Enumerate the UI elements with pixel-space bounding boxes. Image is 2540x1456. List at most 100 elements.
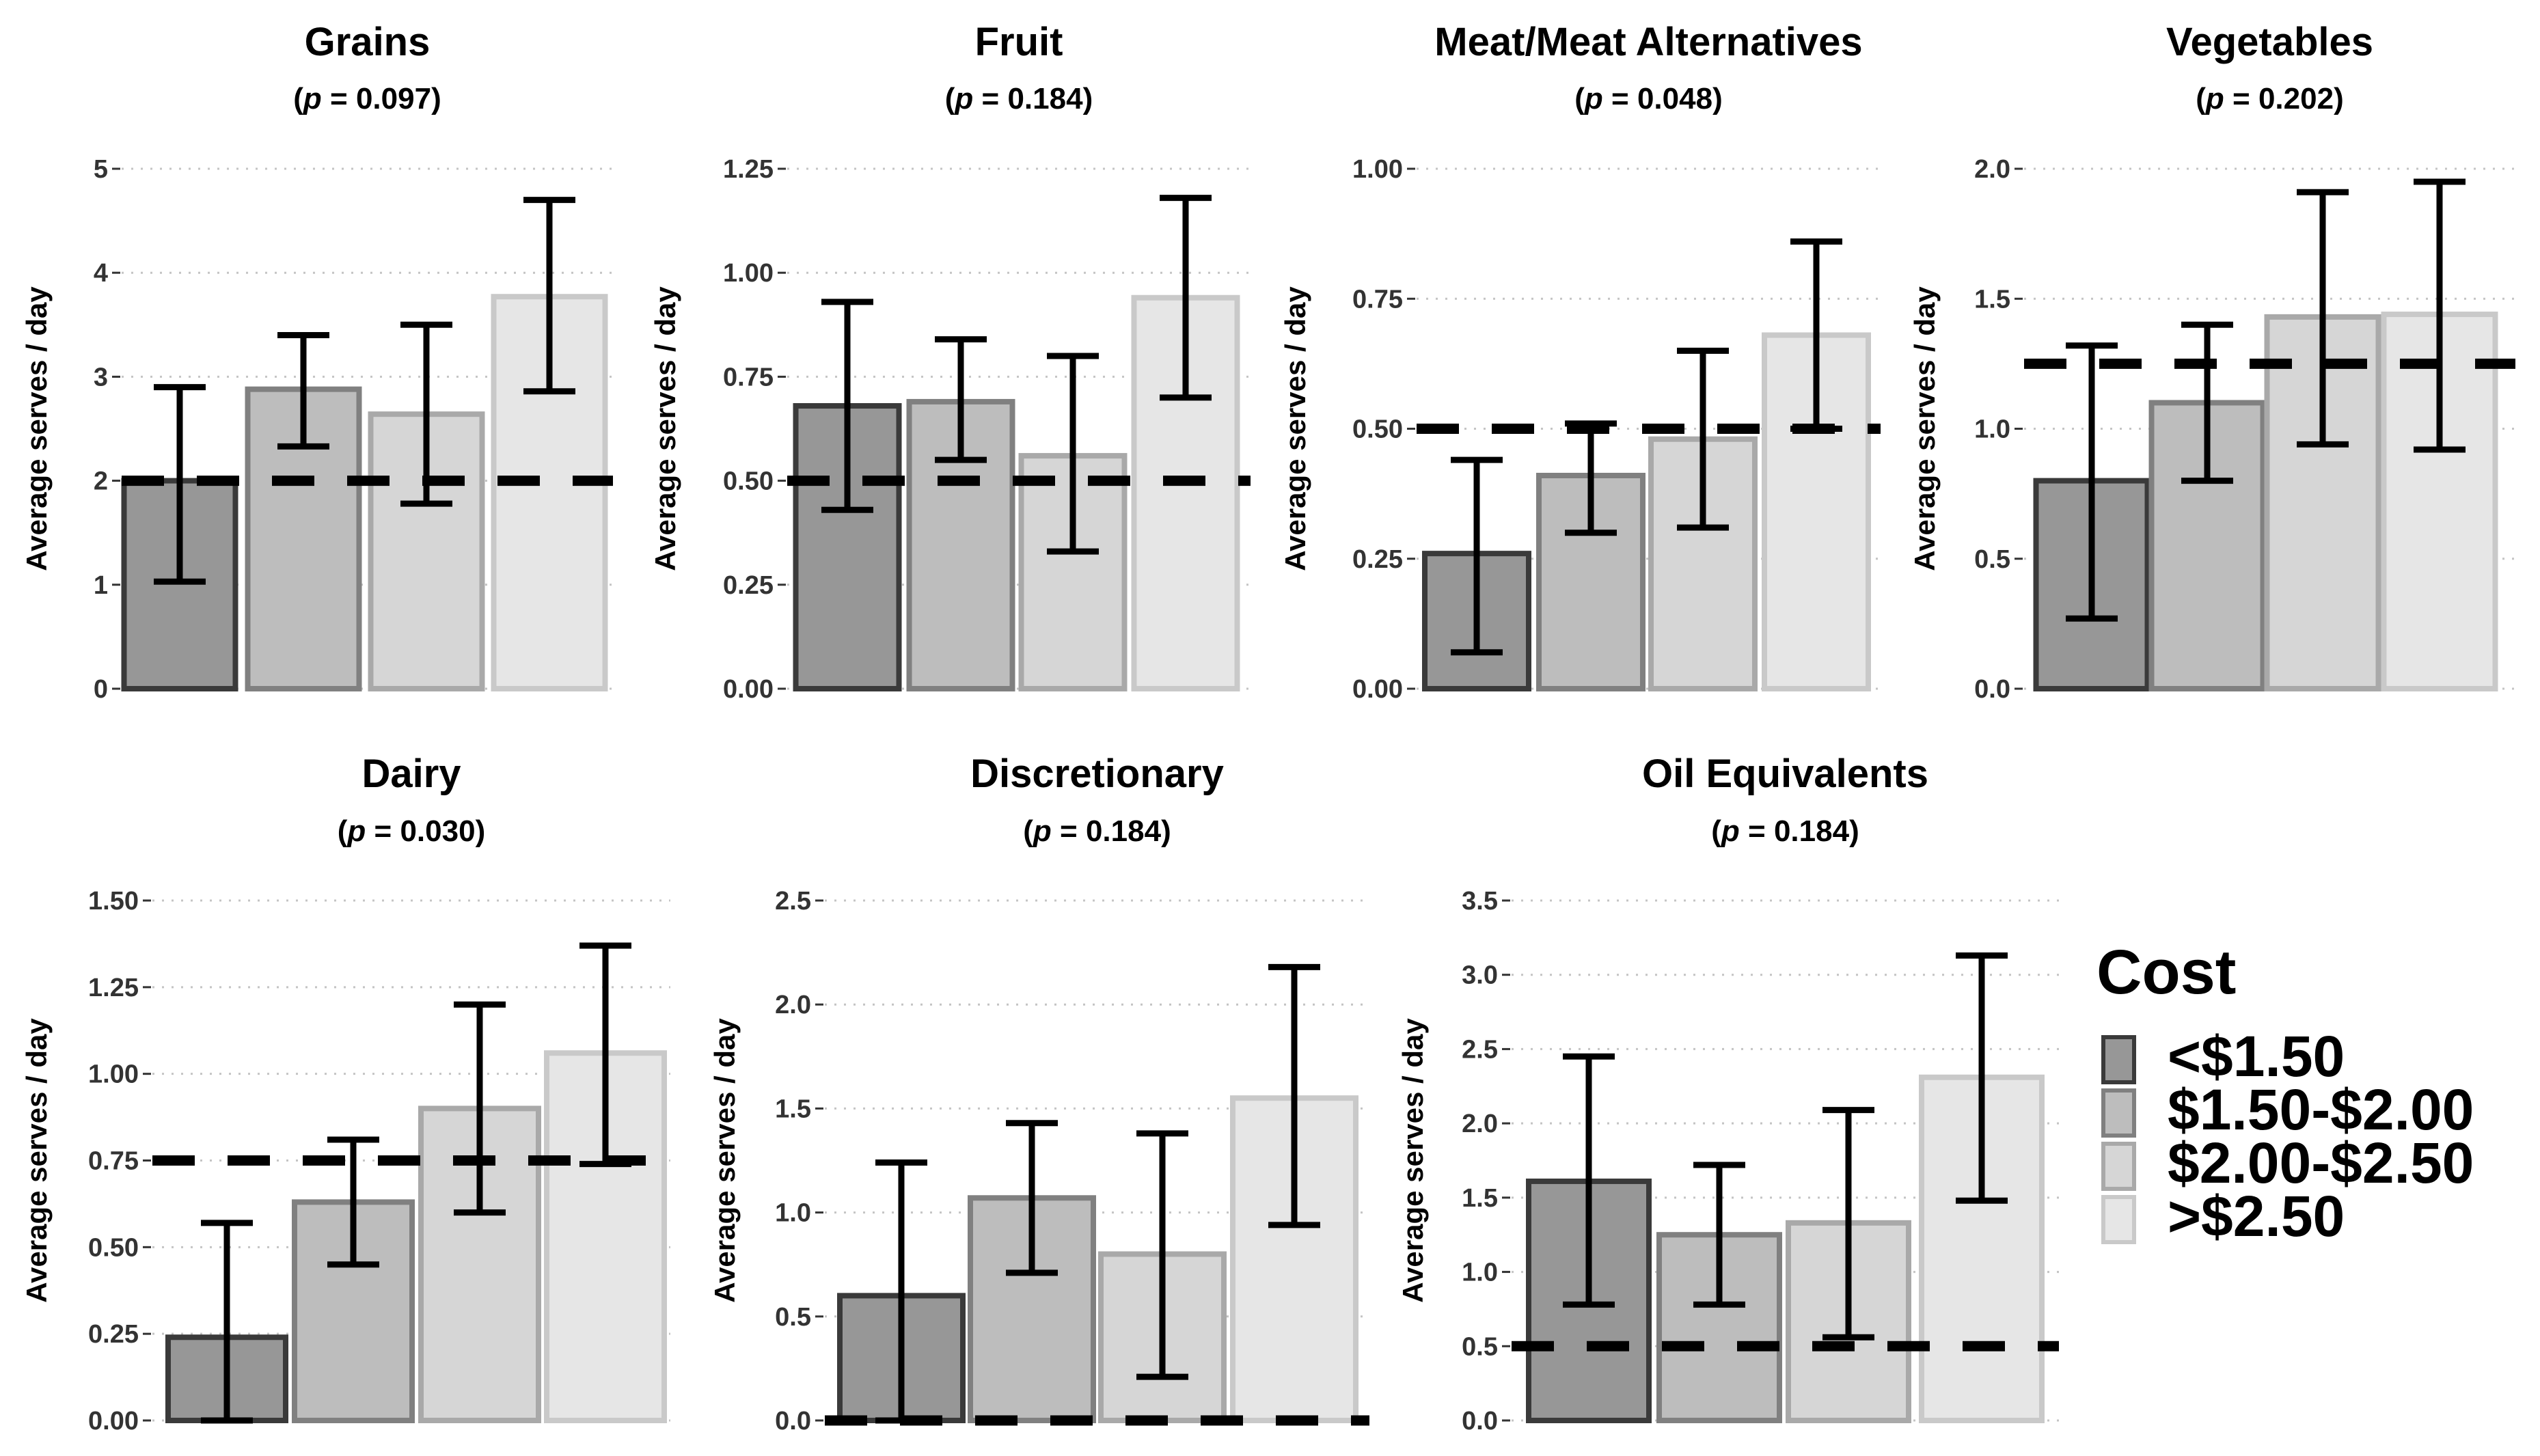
p-symbol: p <box>1033 814 1052 848</box>
panel-title: Fruit <box>975 20 1063 64</box>
error-bar <box>2414 178 2466 453</box>
error-bar <box>2066 342 2118 622</box>
error-bar <box>1268 963 1320 1228</box>
y-tick-label: 1.5 <box>1974 285 2010 314</box>
p-value: = 0.048) <box>1603 82 1723 115</box>
y-axis-label: Average serves / day <box>1909 286 1941 571</box>
y-tick-label: 0.0 <box>775 1407 811 1436</box>
y-tick-label: 0.75 <box>88 1147 139 1176</box>
legend-item-label: >$2.50 <box>2168 1184 2345 1248</box>
y-tick-label: 1.0 <box>1462 1259 1498 1287</box>
panel-p-value: (p = 0.184) <box>1023 814 1171 848</box>
y-tick-label: 0.5 <box>1974 545 2010 574</box>
y-tick-label: 1.0 <box>1974 415 2010 444</box>
error-bar <box>277 332 329 450</box>
y-tick-label: 0.25 <box>1352 545 1403 574</box>
error-bar <box>400 321 452 507</box>
y-tick-label: 2.0 <box>1974 155 2010 184</box>
error-bar <box>1451 456 1503 656</box>
legend-title: Cost <box>2097 937 2236 1007</box>
y-tick-label: 2 <box>94 467 108 496</box>
y-axis-label: Average serves / day <box>21 1018 53 1303</box>
error-bar <box>523 197 575 395</box>
p-open-paren: ( <box>1023 814 1033 848</box>
error-bar <box>327 1136 379 1268</box>
error-bar <box>154 384 206 585</box>
error-bar <box>201 1220 253 1424</box>
panel-discretionary: Discretionary (p = 0.184) 0.0 0.5 1.0 1.5 2.0 2… <box>709 752 1369 1436</box>
p-symbol: p <box>954 82 973 115</box>
y-tick-label: 0.75 <box>723 363 774 392</box>
y-tick-label: 2.0 <box>1462 1110 1498 1138</box>
p-open-paren: ( <box>945 82 955 115</box>
y-axis-label: Average serves / day <box>709 1018 741 1303</box>
error-bar <box>1160 195 1212 401</box>
p-open-paren: ( <box>338 814 348 848</box>
error-bar <box>1136 1130 1188 1380</box>
panel-title: Vegetables <box>2166 20 2373 64</box>
y-tick-label: 0.0 <box>1974 675 2010 704</box>
panel-p-value: (p = 0.184) <box>1711 814 1859 848</box>
y-tick-label: 0.00 <box>1352 675 1403 704</box>
p-symbol: p <box>1721 814 1740 848</box>
legend-swatch <box>2101 1035 2136 1084</box>
panel-p-value: (p = 0.030) <box>338 814 485 848</box>
panel-oil-equivalents: Oil Equivalents (p = 0.184) 0.0 0.5 1.0 1.5 2.… <box>1397 752 2059 1436</box>
panel-dairy: Dairy (p = 0.030) 0.00 0.25 0.50 0.75 1.00 1.25… <box>21 752 670 1436</box>
y-tick-label: 0.75 <box>1352 285 1403 314</box>
y-tick-label: 0 <box>94 675 108 704</box>
legend-swatch <box>2101 1088 2136 1138</box>
error-bar <box>454 1001 506 1216</box>
error-bar <box>935 336 987 463</box>
y-tick-label: 1.5 <box>1462 1184 1498 1213</box>
legend-item-label: <$1.50 <box>2168 1024 2345 1088</box>
y-tick-label: 2.0 <box>775 991 811 1019</box>
p-symbol: p <box>303 82 322 115</box>
y-tick-label: 2.5 <box>775 887 811 916</box>
panel-title: Dairy <box>361 752 461 796</box>
y-tick-label: 0.50 <box>88 1233 139 1262</box>
p-value: = 0.030) <box>366 814 485 848</box>
y-tick-label: 5 <box>94 155 108 184</box>
y-tick-label: 1.0 <box>775 1199 811 1228</box>
y-tick-label: 1.00 <box>1352 155 1403 184</box>
y-tick-label: 0.25 <box>723 571 774 600</box>
y-axis-label: Average serves / day <box>649 286 681 571</box>
y-tick-label: 0.5 <box>1462 1332 1498 1361</box>
y-tick-label: 2.5 <box>1462 1035 1498 1064</box>
y-tick-label: 0.25 <box>88 1320 139 1349</box>
error-bar <box>1047 353 1099 555</box>
y-tick-label: 1.00 <box>88 1060 139 1089</box>
y-tick-label: 3.0 <box>1462 961 1498 990</box>
p-symbol: p <box>1584 82 1603 115</box>
error-bar <box>821 299 873 513</box>
error-bar <box>1006 1120 1058 1276</box>
y-axis-label: Average serves / day <box>1279 286 1311 571</box>
error-bar <box>1677 347 1729 531</box>
y-axis-label: Average serves / day <box>21 286 53 571</box>
panel-fruit: Fruit (p = 0.184) 0.00 0.25 0.50 0.75 1.00 1.25… <box>649 20 1251 704</box>
p-open-paren: ( <box>1574 82 1585 115</box>
legend-swatch <box>2101 1195 2136 1244</box>
error-bar <box>1956 952 2008 1204</box>
y-axis-label: Average serves / day <box>1397 1018 1429 1303</box>
p-value: = 0.184) <box>1740 814 1859 848</box>
y-tick-label: 1.50 <box>88 887 139 916</box>
error-bar <box>2181 321 2233 484</box>
p-value: = 0.184) <box>1052 814 1171 848</box>
p-open-paren: ( <box>1711 814 1721 848</box>
p-value: = 0.202) <box>2224 82 2344 115</box>
error-bar <box>1822 1107 1874 1341</box>
p-value: = 0.097) <box>322 82 441 115</box>
panel-title: Oil Equivalents <box>1642 752 1928 796</box>
p-value: = 0.184) <box>973 82 1093 115</box>
y-tick-label: 0.00 <box>723 675 774 704</box>
panel-title: Grains <box>305 20 431 64</box>
error-bar <box>875 1159 927 1424</box>
legend-item-label: $2.00-$2.50 <box>2168 1131 2474 1195</box>
error-bar <box>1565 420 1617 536</box>
p-open-paren: ( <box>2196 82 2206 115</box>
y-tick-label: 3.5 <box>1462 887 1498 916</box>
